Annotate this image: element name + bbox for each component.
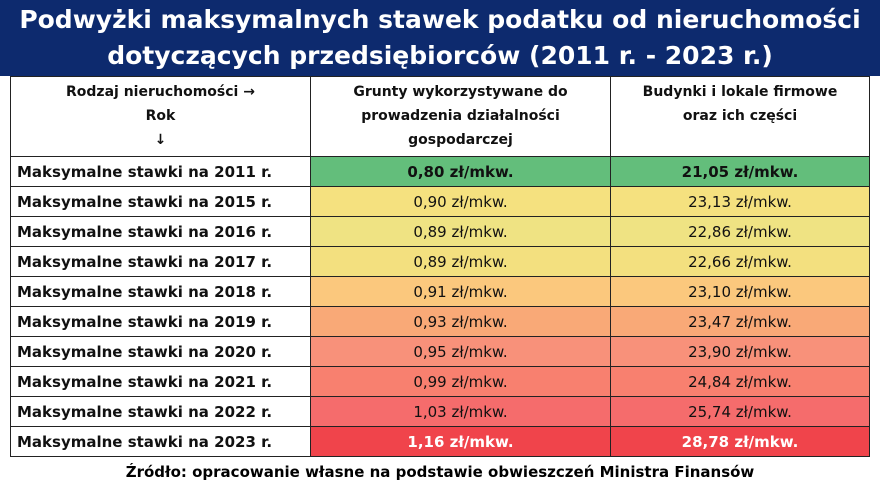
table-cell: 23,13 zł/mkw. <box>610 186 870 217</box>
header-text: oraz ich części <box>682 108 798 124</box>
title-banner: Podwyżki maksymalnych stawek podatku od … <box>0 0 880 76</box>
table-cell: 22,66 zł/mkw. <box>610 246 870 277</box>
table-row: Maksymalne stawki na 2011 r. 0,80 zł/mkw.… <box>10 156 870 187</box>
table-body: Maksymalne stawki na 2011 r. 0,80 zł/mkw.… <box>10 156 870 457</box>
table-cell: 24,84 zł/mkw. <box>610 366 870 397</box>
table-cell: Maksymalne stawki na 2015 r. <box>10 186 311 217</box>
table-cell: Maksymalne stawki na 2017 r. <box>10 246 311 277</box>
table-cell: 23,47 zł/mkw. <box>610 306 870 337</box>
table-cell: 1,03 zł/mkw. <box>310 396 611 427</box>
header-text: Budynki i lokale firmowe <box>642 84 838 100</box>
table-row: Maksymalne stawki na 2019 r. 0,93 zł/mkw.… <box>10 306 870 337</box>
table-cell: 0,80 zł/mkw. <box>310 156 611 187</box>
header-cell: Grunty wykorzystywane do prowadzenia dzia… <box>310 76 611 157</box>
table-cell: Maksymalne stawki na 2020 r. <box>10 336 311 367</box>
table-row: Maksymalne stawki na 2021 r. 0,99 zł/mkw.… <box>10 366 870 397</box>
table-cell: Maksymalne stawki na 2019 r. <box>10 306 311 337</box>
table-cell: 23,90 zł/mkw. <box>610 336 870 367</box>
header-text: prowadzenia działalności <box>361 108 560 124</box>
header-cell: Budynki i lokale firmowe oraz ich części <box>610 76 870 157</box>
table-cell: 28,78 zł/mkw. <box>610 426 870 457</box>
header-text: gospodarczej <box>408 132 513 148</box>
table-cell: 0,93 zł/mkw. <box>310 306 611 337</box>
header-row: Rodzaj nieruchomości → Rok ↓ Grunty wykorzy… <box>10 76 870 157</box>
title-line: Podwyżki maksymalnych stawek podatku od … <box>19 5 861 34</box>
table-cell: Maksymalne stawki na 2022 r. <box>10 396 311 427</box>
table-cell: Maksymalne stawki na 2011 r. <box>10 156 311 187</box>
table-cell: 0,95 zł/mkw. <box>310 336 611 367</box>
source: Źródło: opracowanie własne na podstawie … <box>125 463 755 481</box>
table-cell: 0,90 zł/mkw. <box>310 186 611 217</box>
table-cell: Maksymalne stawki na 2021 r. <box>10 366 311 397</box>
header-text: Rok <box>145 108 176 124</box>
table-cell: 21,05 zł/mkw. <box>610 156 870 187</box>
table-cell: 23,10 zł/mkw. <box>610 276 870 307</box>
table-row: Maksymalne stawki na 2020 r. 0,95 zł/mkw.… <box>10 336 870 367</box>
table-cell: 22,86 zł/mkw. <box>610 216 870 247</box>
table-row: Maksymalne stawki na 2018 r. 0,91 zł/mkw.… <box>10 276 870 307</box>
table-row: Maksymalne stawki na 2017 r. 0,89 zł/mkw.… <box>10 246 870 277</box>
table-cell: 0,99 zł/mkw. <box>310 366 611 397</box>
table-cell: 0,89 zł/mkw. <box>310 246 611 277</box>
table-row: Maksymalne stawki na 2016 r. 0,89 zł/mkw.… <box>10 216 870 247</box>
table: Rodzaj nieruchomości → Rok ↓ Grunty wykorzy… <box>10 76 870 457</box>
header-text: ↓ <box>154 132 167 148</box>
title-line: dotyczących przedsiębiorców (2011 r. - 2… <box>107 41 773 70</box>
table-row: Maksymalne stawki na 2023 r. 1,16 zł/mkw.… <box>10 426 870 457</box>
table-row: Maksymalne stawki na 2015 r. 0,90 zł/mkw.… <box>10 186 870 217</box>
table-cell: 25,74 zł/mkw. <box>610 396 870 427</box>
table-row: Maksymalne stawki na 2022 r. 1,03 zł/mkw.… <box>10 396 870 427</box>
table-cell: Maksymalne stawki na 2018 r. <box>10 276 311 307</box>
header-text: Rodzaj nieruchomości → <box>66 84 255 100</box>
table-cell: 1,16 zł/mkw. <box>310 426 611 457</box>
table-cell: 0,91 zł/mkw. <box>310 276 611 307</box>
table-cell: 0,89 zł/mkw. <box>310 216 611 247</box>
table-cell: Maksymalne stawki na 2016 r. <box>10 216 311 247</box>
header-cell: Rodzaj nieruchomości → Rok ↓ <box>10 76 311 157</box>
table-cell: Maksymalne stawki na 2023 r. <box>10 426 311 457</box>
header-text: Grunty wykorzystywane do <box>353 84 568 100</box>
